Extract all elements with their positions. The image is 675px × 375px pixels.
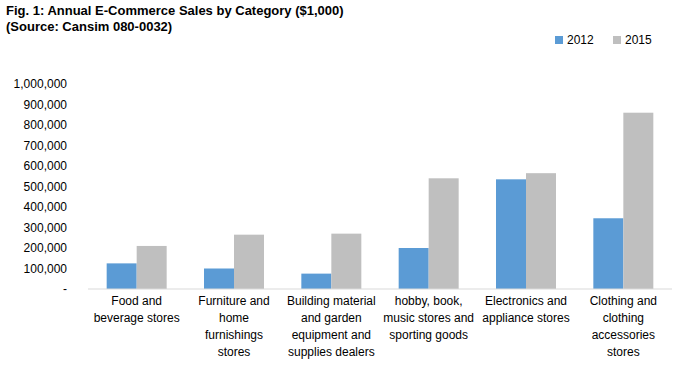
x-tick-label: Building material and garden equipment and… xyxy=(287,294,376,359)
y-tick-label: - xyxy=(63,282,67,296)
label-line: supplies dealers xyxy=(288,345,375,359)
x-tick-label: Food and beverage stores xyxy=(94,294,180,325)
bar xyxy=(107,263,137,289)
label-line: Food and xyxy=(111,294,162,308)
y-tick-label: 100,000 xyxy=(24,262,68,276)
y-tick-label: 200,000 xyxy=(24,241,68,255)
bar xyxy=(301,274,331,289)
legend-label: 2015 xyxy=(625,33,652,47)
label-line: clothing xyxy=(603,311,644,325)
label-line: Building material xyxy=(287,294,376,308)
x-tick-label: Furniture and home furnishings stores xyxy=(198,294,269,359)
bar xyxy=(526,173,556,289)
bar xyxy=(429,178,459,289)
label-line: furnishings xyxy=(205,328,263,342)
label-line: music stores and xyxy=(383,311,474,325)
label-line: sporting goods xyxy=(389,328,468,342)
label-line: stores xyxy=(218,345,251,359)
y-tick-label: 900,000 xyxy=(24,98,68,112)
subtitle: (Source: Cansim 080-0032) xyxy=(6,19,172,34)
bar xyxy=(623,113,653,289)
label-line: beverage stores xyxy=(94,311,180,325)
title: Fig. 1: Annual E-Commerce Sales by Categ… xyxy=(6,3,344,18)
x-tick-label: Electronics and appliance stores xyxy=(482,294,569,325)
y-tick-label: 500,000 xyxy=(24,180,68,194)
bar xyxy=(234,235,264,289)
label-line: accessories xyxy=(592,328,655,342)
bar xyxy=(331,234,361,289)
legend-label: 2012 xyxy=(567,33,594,47)
label-line: Electronics and xyxy=(485,294,567,308)
label-line: appliance stores xyxy=(482,311,569,325)
label-line: hobby, book, xyxy=(395,294,463,308)
bar xyxy=(593,218,623,289)
x-tick-label: hobby, book, music stores and sporting goo… xyxy=(383,294,474,342)
bar xyxy=(204,269,234,290)
y-tick-label: 400,000 xyxy=(24,200,68,214)
label-line: Clothing and xyxy=(590,294,657,308)
bar xyxy=(399,248,429,289)
x-tick-label: Clothing and clothing accessories stores xyxy=(590,294,657,359)
y-tick-label: 800,000 xyxy=(24,118,68,132)
label-line: and garden xyxy=(301,311,362,325)
y-tick-label: 300,000 xyxy=(24,221,68,235)
label-line: Furniture and xyxy=(198,294,269,308)
bar xyxy=(137,246,167,289)
legend-swatch xyxy=(613,36,621,44)
legend-swatch xyxy=(555,36,563,44)
y-tick-label: 700,000 xyxy=(24,139,68,153)
y-tick-label: 1,000,000 xyxy=(14,77,68,91)
label-line: stores xyxy=(607,345,640,359)
x-axis-line xyxy=(88,289,672,290)
y-tick-label: 600,000 xyxy=(24,159,68,173)
bars xyxy=(107,113,654,289)
bar xyxy=(496,179,526,289)
label-line: equipment and xyxy=(292,328,371,342)
chart: Fig. 1: Annual E-Commerce Sales by Categ… xyxy=(0,0,675,375)
label-line: home xyxy=(219,311,249,325)
